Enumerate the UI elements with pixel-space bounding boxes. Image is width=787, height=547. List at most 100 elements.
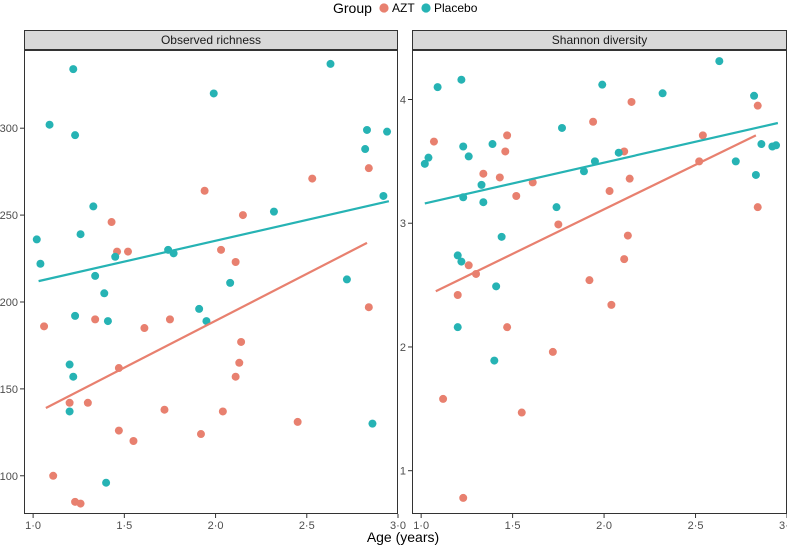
point-azt-observed-richness	[123, 247, 132, 256]
plot-area-shannon-diversity	[412, 50, 787, 514]
point-placebo-shannon-diversity	[750, 91, 759, 100]
panel-title-observed-richness: Observed richness	[161, 33, 261, 47]
y-tick-label-shannon-diversity: 3	[400, 218, 406, 230]
point-placebo-observed-richness	[226, 278, 235, 287]
legend-title: Group	[333, 0, 372, 16]
point-placebo-observed-richness	[368, 419, 377, 428]
point-azt-observed-richness	[200, 186, 209, 195]
point-azt-observed-richness	[217, 245, 226, 254]
point-placebo-observed-richness	[69, 65, 78, 74]
y-tick-label-observed-richness: 250	[0, 210, 18, 222]
point-placebo-shannon-diversity	[488, 140, 497, 149]
point-placebo-observed-richness	[45, 120, 54, 129]
y-tick-label-observed-richness: 150	[0, 384, 18, 396]
point-placebo-shannon-diversity	[598, 80, 607, 89]
x-tick-label-observed-richness: 3·0	[390, 520, 406, 532]
point-placebo-observed-richness	[362, 125, 371, 134]
point-azt-observed-richness	[231, 258, 240, 267]
point-azt-observed-richness	[40, 322, 49, 331]
point-placebo-shannon-diversity	[477, 180, 486, 189]
point-placebo-shannon-diversity	[614, 148, 623, 157]
trend-line-azt-observed-richness	[45, 241, 368, 409]
point-azt-shannon-diversity	[517, 408, 526, 417]
panel-observed-richness: Observed richness 100 150 200 250 300 1·0 1·5 2·…	[0, 30, 406, 532]
point-placebo-observed-richness	[102, 478, 111, 487]
point-placebo-shannon-diversity	[751, 170, 760, 179]
point-azt-observed-richness	[65, 398, 74, 407]
point-azt-observed-richness	[76, 499, 85, 508]
point-placebo-observed-richness	[32, 235, 41, 244]
point-placebo-observed-richness	[103, 317, 112, 326]
trend-line-azt-shannon-diversity	[435, 134, 757, 293]
point-placebo-observed-richness	[342, 275, 351, 284]
point-placebo-shannon-diversity	[459, 142, 468, 151]
point-azt-shannon-diversity	[479, 169, 488, 178]
point-azt-observed-richness	[129, 437, 138, 446]
point-placebo-observed-richness	[91, 271, 100, 280]
point-placebo-shannon-diversity	[579, 167, 588, 176]
point-azt-shannon-diversity	[627, 97, 636, 106]
point-placebo-observed-richness	[76, 230, 85, 239]
y-tick-label-observed-richness: 300	[0, 123, 18, 135]
point-placebo-shannon-diversity	[731, 157, 740, 166]
point-placebo-observed-richness	[195, 304, 204, 313]
point-azt-observed-richness	[364, 303, 373, 312]
trend-line-placebo-observed-richness	[38, 200, 390, 283]
point-placebo-observed-richness	[71, 311, 80, 320]
legend-key-azt	[379, 3, 389, 13]
point-azt-shannon-diversity	[503, 323, 512, 332]
point-azt-shannon-diversity	[625, 174, 634, 183]
point-placebo-shannon-diversity	[457, 257, 466, 266]
x-tick-label-shannon-diversity: 1·0	[413, 520, 429, 532]
point-placebo-shannon-diversity	[453, 323, 462, 332]
point-azt-shannon-diversity	[464, 261, 473, 270]
legend-label-azt: AZT	[392, 1, 415, 15]
point-azt-shannon-diversity	[607, 300, 616, 309]
point-placebo-observed-richness	[326, 59, 335, 68]
point-placebo-shannon-diversity	[492, 282, 501, 291]
point-azt-shannon-diversity	[605, 187, 614, 196]
point-placebo-observed-richness	[383, 127, 392, 136]
x-tick-label-shannon-diversity: 2·0	[596, 520, 612, 532]
point-azt-shannon-diversity	[585, 276, 594, 285]
point-placebo-observed-richness	[69, 372, 78, 381]
point-azt-observed-richness	[114, 426, 123, 435]
point-placebo-shannon-diversity	[457, 75, 466, 84]
point-placebo-observed-richness	[209, 89, 218, 98]
point-azt-shannon-diversity	[503, 131, 512, 140]
point-placebo-observed-richness	[361, 145, 370, 154]
point-azt-shannon-diversity	[548, 347, 557, 356]
point-azt-shannon-diversity	[459, 493, 468, 502]
point-placebo-shannon-diversity	[453, 251, 462, 260]
point-placebo-shannon-diversity	[464, 152, 473, 161]
point-azt-observed-richness	[83, 398, 92, 407]
point-placebo-observed-richness	[36, 259, 45, 268]
point-azt-shannon-diversity	[501, 147, 510, 156]
point-placebo-observed-richness	[100, 289, 109, 298]
x-tick-label-observed-richness: 1·0	[25, 520, 41, 532]
point-placebo-shannon-diversity	[658, 89, 667, 98]
plot-area-observed-richness	[24, 50, 398, 514]
point-placebo-observed-richness	[65, 407, 74, 416]
point-azt-observed-richness	[196, 430, 205, 439]
point-placebo-shannon-diversity	[420, 159, 429, 168]
point-azt-observed-richness	[238, 211, 247, 220]
point-azt-observed-richness	[218, 407, 227, 416]
legend-label-placebo: Placebo	[434, 1, 478, 15]
x-tick-label-shannon-diversity: 3·0	[779, 520, 787, 532]
point-placebo-shannon-diversity	[433, 83, 442, 92]
x-tick-label-observed-richness: 1·5	[116, 520, 132, 532]
point-azt-observed-richness	[165, 315, 174, 324]
y-tick-label-observed-richness: 200	[0, 297, 18, 309]
point-azt-shannon-diversity	[589, 117, 598, 126]
point-placebo-shannon-diversity	[715, 57, 724, 66]
x-tick-label-shannon-diversity: 1·5	[505, 520, 521, 532]
point-azt-observed-richness	[140, 324, 149, 333]
point-placebo-shannon-diversity	[757, 140, 766, 149]
point-azt-observed-richness	[308, 174, 317, 183]
point-placebo-observed-richness	[111, 252, 120, 261]
point-azt-shannon-diversity	[512, 192, 521, 201]
panel-title-shannon-diversity: Shannon diversity	[552, 33, 647, 47]
trend-line-placebo-shannon-diversity	[424, 121, 779, 205]
